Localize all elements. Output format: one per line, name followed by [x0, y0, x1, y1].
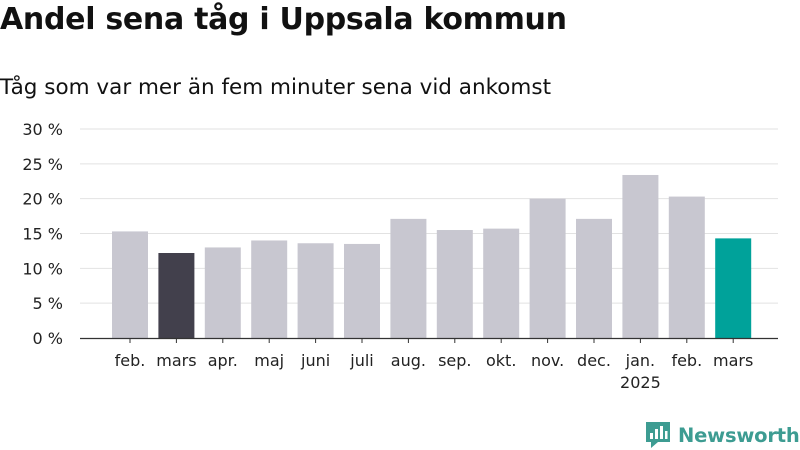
brand-name: Newsworthy	[678, 423, 800, 447]
x-tick-label: nov.	[531, 351, 564, 370]
x-tick-label: aug.	[391, 351, 426, 370]
newsworthy-logo-icon	[646, 422, 670, 448]
x-tick-label: sep.	[438, 351, 471, 370]
x-tick-label: okt.	[486, 351, 516, 370]
bar	[668, 196, 705, 338]
chart-subtitle: Tåg som var mer än fem minuter sena vid …	[0, 75, 552, 100]
bar	[529, 198, 566, 338]
bar	[390, 218, 427, 338]
y-tick-label: 20 %	[22, 190, 63, 209]
bar	[158, 253, 195, 338]
x-tick-label: mars	[156, 351, 196, 370]
bar	[297, 243, 334, 338]
y-tick-label: 30 %	[22, 120, 63, 139]
x-tick-label: maj	[254, 351, 284, 370]
chart-title: Andel sena tåg i Uppsala kommun	[0, 2, 567, 37]
y-tick-label: 15 %	[22, 225, 63, 244]
bar	[204, 247, 241, 338]
y-tick-label: 10 %	[22, 259, 63, 278]
bar	[483, 228, 520, 338]
bar	[112, 231, 148, 338]
x-tick-label: feb.	[115, 351, 146, 370]
bar	[576, 218, 612, 338]
x-tick-label: jan.	[625, 351, 655, 370]
y-tick-label: 0 %	[33, 329, 63, 348]
brand-logo: Newsworthy	[645, 420, 800, 450]
bar	[715, 238, 752, 338]
x-tick-label: feb.	[671, 351, 702, 370]
x-tick-label: juli	[349, 351, 373, 370]
y-tick-label: 25 %	[22, 155, 63, 174]
y-tick-label: 5 %	[33, 294, 63, 313]
x-tick-label: mars	[713, 351, 753, 370]
bar	[436, 230, 473, 338]
bar	[622, 174, 659, 338]
bar	[344, 243, 380, 338]
bar	[251, 240, 288, 338]
x-tick-label: juni	[300, 351, 330, 370]
x-tick-sublabel: 2025	[620, 373, 661, 392]
x-tick-label: apr.	[208, 351, 238, 370]
x-tick-label: dec.	[577, 351, 611, 370]
